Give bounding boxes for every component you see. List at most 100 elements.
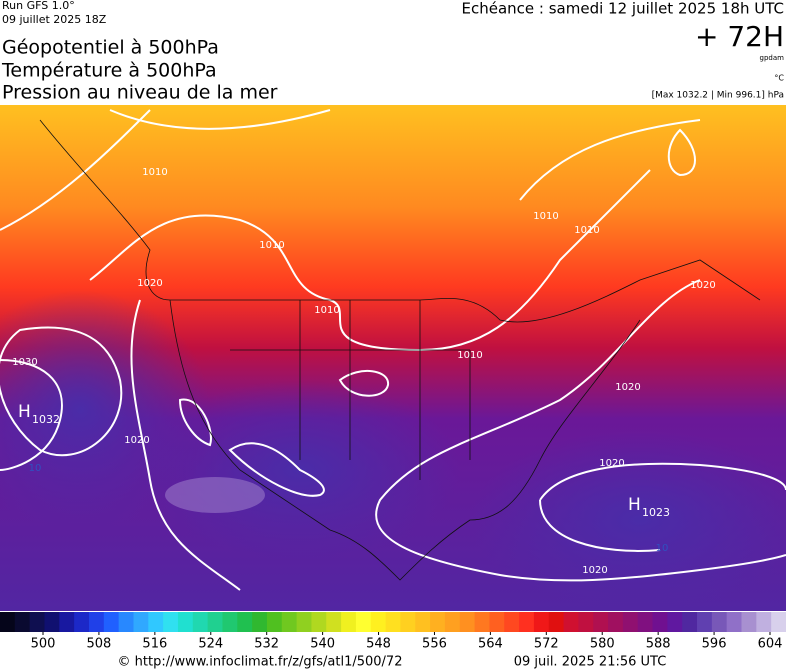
colorbar-label: 604 (758, 637, 783, 652)
colorbar-swatch (29, 612, 45, 632)
run: Run GFS 1.0° (2, 0, 75, 12)
colorbar-swatch (697, 612, 713, 632)
run-date: 09 juillet 2025 18Z (2, 13, 107, 26)
colorbar-swatch (59, 612, 75, 632)
colorbar-swatch (370, 612, 387, 632)
colorbar-swatch (667, 612, 683, 632)
colorbar-swatch (533, 612, 550, 632)
isobar-label: 1020 (124, 435, 149, 446)
title-line: Pression au niveau de la mer (2, 82, 278, 104)
colorbar-swatch (608, 612, 624, 632)
colorbar-swatch (341, 612, 357, 632)
valid-time: Echéance : samedi 12 juillet 2025 18h UT… (462, 0, 784, 18)
colorbar-swatch (355, 612, 372, 632)
colorbar-label: 500 (31, 637, 56, 652)
colorbar-swatch (14, 612, 31, 632)
colorbar-swatch (326, 612, 342, 632)
isobar-label: 1010 (142, 167, 167, 178)
colorbar-swatch (652, 612, 668, 632)
colorbar-swatch (207, 612, 223, 632)
generated-time: 09 juil. 2025 21:56 UTC (514, 655, 667, 670)
title-line: Température à 500hPa (1, 60, 217, 82)
unit-temp: °C (774, 74, 784, 83)
lead-time: + 72H (695, 20, 784, 53)
colorbar-swatch (622, 612, 639, 632)
isobar-label: 1020 (690, 280, 715, 291)
isobar-label: 1010 (314, 305, 339, 316)
colorbar-swatch (637, 612, 654, 632)
colorbar-swatch (726, 612, 743, 632)
colorbar-swatch (459, 612, 476, 632)
colorbar-swatch (192, 612, 209, 632)
isobar-label: 1020 (582, 565, 607, 576)
colorbar-swatch (88, 612, 105, 632)
isobar-label: 1010 (457, 350, 482, 361)
high-letter: H (18, 402, 31, 422)
colorbar-swatch (148, 612, 164, 632)
colorbar-swatch (0, 612, 16, 632)
colorbar-swatch (44, 612, 60, 632)
isobar-label: 1020 (137, 278, 162, 289)
colorbar-swatch (682, 612, 698, 632)
colorbar-label: 516 (142, 637, 167, 652)
colorbar-label: 548 (366, 637, 391, 652)
isobar-label: 1030 (12, 357, 37, 368)
isobar-label: 1020 (615, 382, 640, 393)
colorbar-swatch (400, 612, 416, 632)
colorbar-label: 572 (534, 637, 559, 652)
colorbar-label: 556 (422, 637, 447, 652)
colorbar-swatch (756, 612, 772, 632)
colorbar: 500 508 516 524 532 540 548 556 564 572 580 588 596 6… (0, 612, 786, 652)
temp-label: 10 (656, 543, 669, 554)
isobar-label: 1010 (574, 225, 599, 236)
colorbar-swatch (281, 612, 298, 632)
colorbar-label: 508 (87, 637, 112, 652)
colorbar-label: 588 (646, 637, 671, 652)
colorbar-label: 596 (702, 637, 727, 652)
colorbar-swatch (711, 612, 728, 632)
isobar-label: 1010 (259, 240, 284, 251)
colorbar-swatch (415, 612, 431, 632)
title-line: Géopotentiel à 500hPa (2, 37, 219, 59)
unit-geo: gpdam (760, 54, 785, 62)
colorbar-swatch (74, 612, 90, 632)
colorbar-swatch (444, 612, 461, 632)
temp-label: 10 (29, 463, 42, 474)
colorbar-swatch (489, 612, 505, 632)
colorbar-label: 540 (310, 637, 335, 652)
colorbar-swatch (563, 612, 579, 632)
colorbar-swatch (578, 612, 594, 632)
isobar-label: 1020 (599, 458, 624, 469)
colorbar-swatch (237, 612, 253, 632)
colorbar-swatch (266, 612, 283, 632)
header: Run GFS 1.0° 09 juillet 2025 18Z Géopote… (1, 0, 784, 104)
source-url: © http://www.infoclimat.fr/z/gfs/atl1/50… (118, 655, 403, 670)
colorbar-label: 532 (254, 637, 279, 652)
colorbar-swatch (222, 612, 238, 632)
colorbar-swatch (385, 612, 401, 632)
colorbar-swatch (133, 612, 149, 632)
colorbar-swatch (296, 612, 312, 632)
map (0, 105, 786, 611)
high-value: 1032 (32, 413, 60, 426)
colorbar-swatch (163, 612, 179, 632)
colorbar-swatch (118, 612, 134, 632)
colorbar-swatch (548, 612, 565, 632)
high-value: 1023 (642, 506, 670, 519)
colorbar-swatch (430, 612, 446, 632)
colorbar-swatch (103, 612, 120, 632)
colorbar-swatch (504, 612, 520, 632)
colorbar-swatch (593, 612, 609, 632)
colorbar-swatch (252, 612, 268, 632)
high-letter: H (628, 495, 641, 515)
pressure-range: [Max 1032.2 | Min 996.1] hPa (652, 91, 784, 101)
colorbar-label: 580 (590, 637, 615, 652)
colorbar-label: 564 (478, 637, 503, 652)
colorbar-swatch (474, 612, 490, 632)
colorbar-swatch (311, 612, 327, 632)
colorbar-swatch (177, 612, 194, 632)
colorbar-label: 524 (198, 637, 223, 652)
colorbar-swatch (519, 612, 535, 632)
